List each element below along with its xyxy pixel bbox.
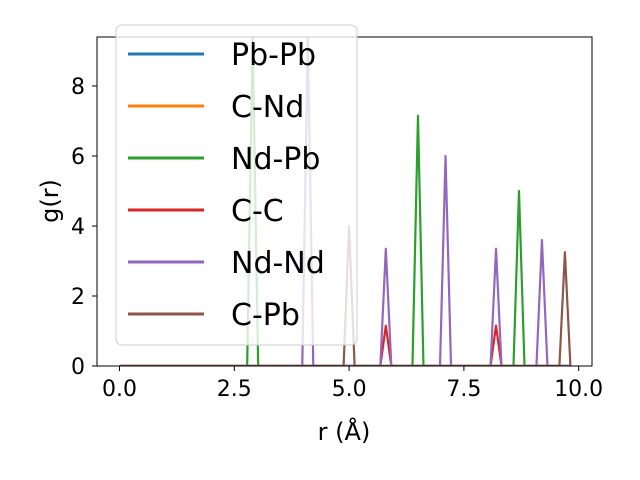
x-tick-label: 5.0 (332, 377, 367, 402)
legend-label: Pb-Pb (231, 38, 316, 73)
x-tick-label: 7.5 (446, 377, 481, 402)
y-tick-label: 6 (71, 145, 85, 170)
legend-label: C-C (231, 194, 284, 229)
y-tick-label: 0 (71, 355, 85, 380)
legend-label: C-Pb (231, 298, 300, 333)
x-axis-label: r (Å) (318, 417, 371, 446)
legend-label: Nd-Pb (231, 142, 320, 177)
y-tick-label: 8 (71, 75, 85, 100)
legend-label: Nd-Nd (231, 246, 325, 281)
x-axis: 0.0 2.5 5.0 7.5 10.0 (102, 366, 603, 402)
x-tick-label: 10.0 (554, 377, 603, 402)
y-axis: 0 2 4 6 8 (71, 75, 97, 380)
legend-frame (115, 24, 358, 346)
y-tick-label: 4 (71, 215, 85, 240)
y-axis-label: g(r) (36, 179, 64, 223)
y-tick-label: 2 (71, 285, 85, 310)
legend-label: C-Nd (231, 90, 304, 125)
x-tick-label: 0.0 (102, 377, 137, 402)
x-tick-label: 2.5 (217, 377, 252, 402)
legend: Pb-Pb C-Nd Nd-Pb C-C Nd-Nd C-Pb (115, 24, 358, 346)
